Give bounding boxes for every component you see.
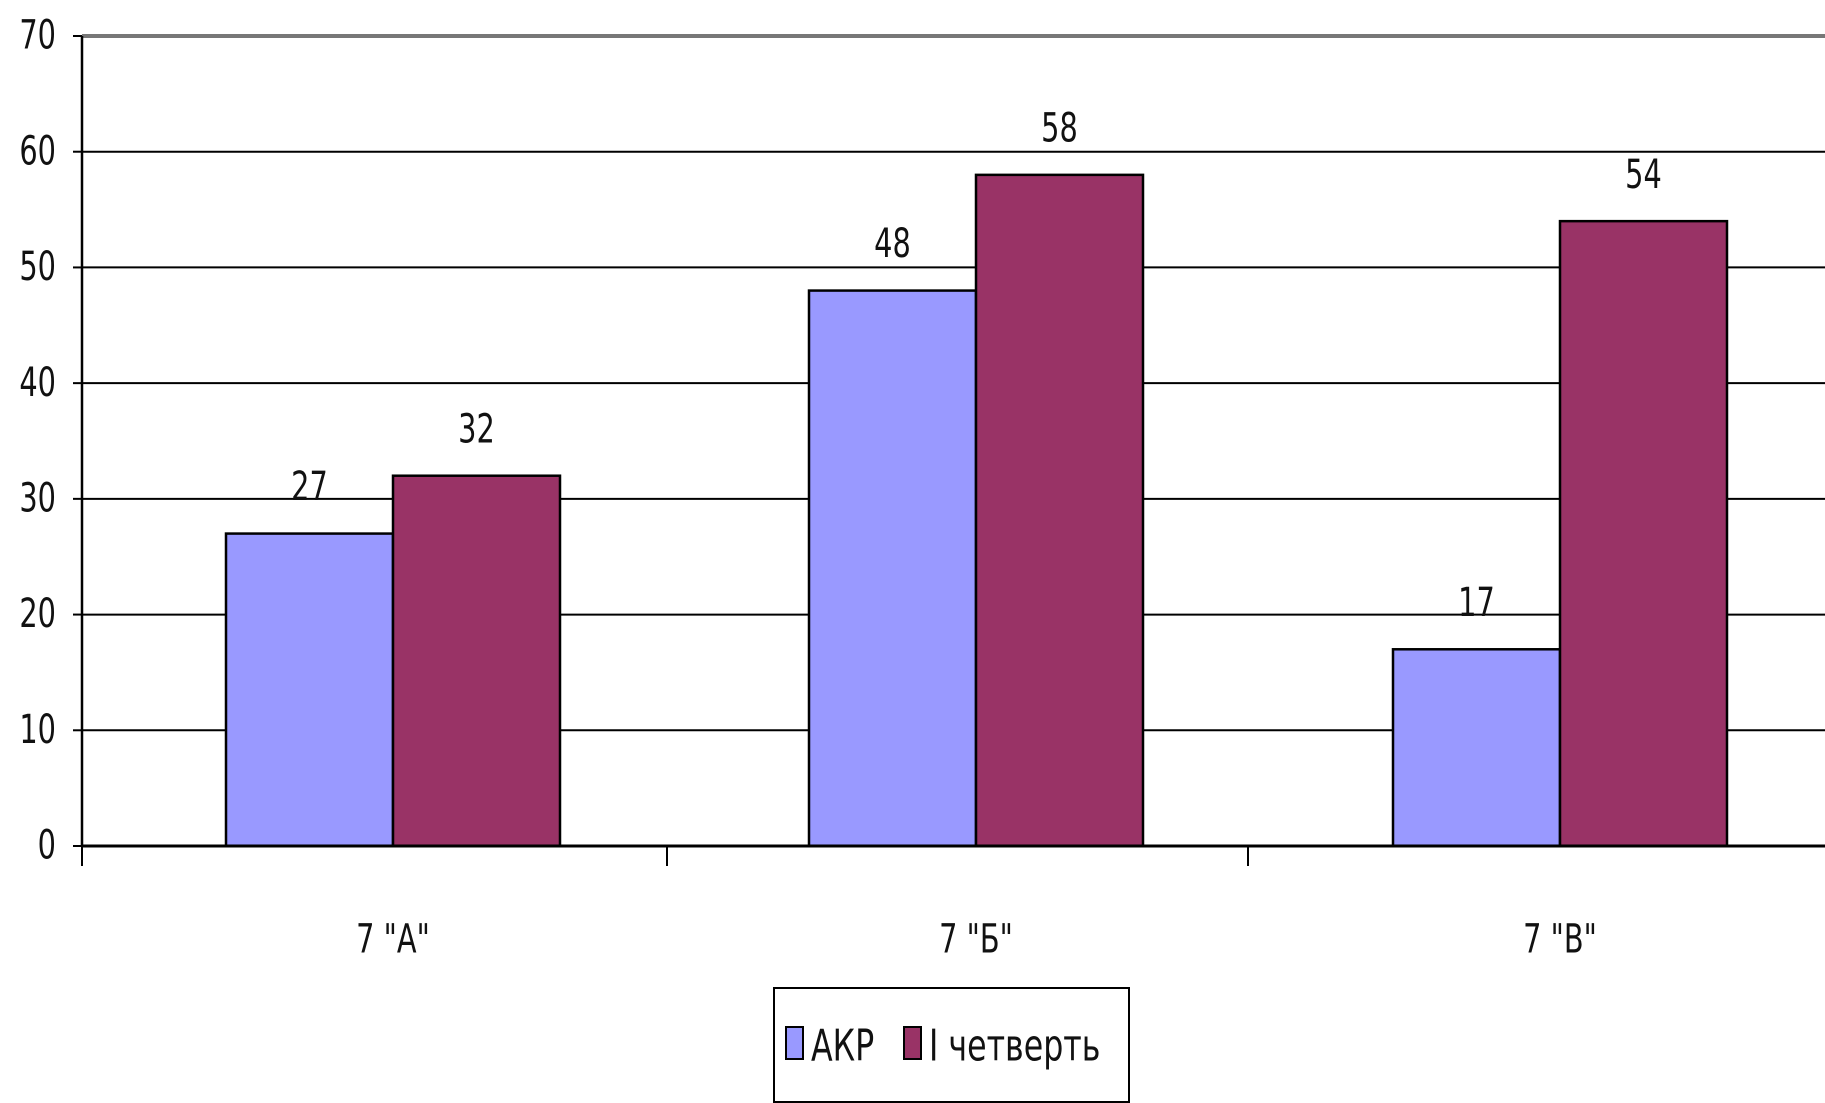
- y-tick-label: 0: [38, 823, 56, 869]
- data-label: 48: [874, 222, 911, 268]
- bar: [391, 474, 562, 848]
- y-tick-label: 30: [19, 476, 56, 522]
- x-tick-label: 7 "В": [1523, 917, 1597, 963]
- axes: 0 10 20 30 40 50 60 70 7 "А" 7 "Б" 7 "В": [19, 13, 1825, 963]
- legend: АКР І четверть: [773, 987, 1130, 1103]
- bar: [807, 289, 978, 848]
- data-label: 32: [458, 407, 495, 453]
- y-tick-label: 60: [19, 129, 56, 175]
- bar: [1391, 648, 1562, 848]
- data-label: 27: [291, 465, 328, 511]
- data-label: 17: [1458, 580, 1495, 626]
- legend-label: АКР: [811, 1020, 874, 1072]
- y-tick-label: 70: [19, 13, 56, 59]
- data-label: 54: [1625, 152, 1662, 198]
- x-tick-label: 7 "А": [356, 917, 430, 963]
- bar: [1558, 219, 1729, 848]
- y-tick-label: 10: [19, 707, 56, 753]
- legend-swatch: [903, 1026, 922, 1060]
- y-tick-label: 50: [19, 244, 56, 290]
- legend-label: І четверть: [929, 1020, 1100, 1072]
- data-label: 58: [1041, 106, 1078, 152]
- legend-box: [773, 987, 1130, 1103]
- data-labels: 27 32 48 58 17 54: [291, 106, 1662, 626]
- bar: [974, 173, 1145, 848]
- y-tick-label: 40: [19, 360, 56, 406]
- legend-swatch: [785, 1026, 804, 1060]
- bar: [224, 532, 395, 848]
- x-tick-label: 7 "Б": [939, 917, 1013, 963]
- bars: [224, 173, 1729, 848]
- y-tick-label: 20: [19, 592, 56, 638]
